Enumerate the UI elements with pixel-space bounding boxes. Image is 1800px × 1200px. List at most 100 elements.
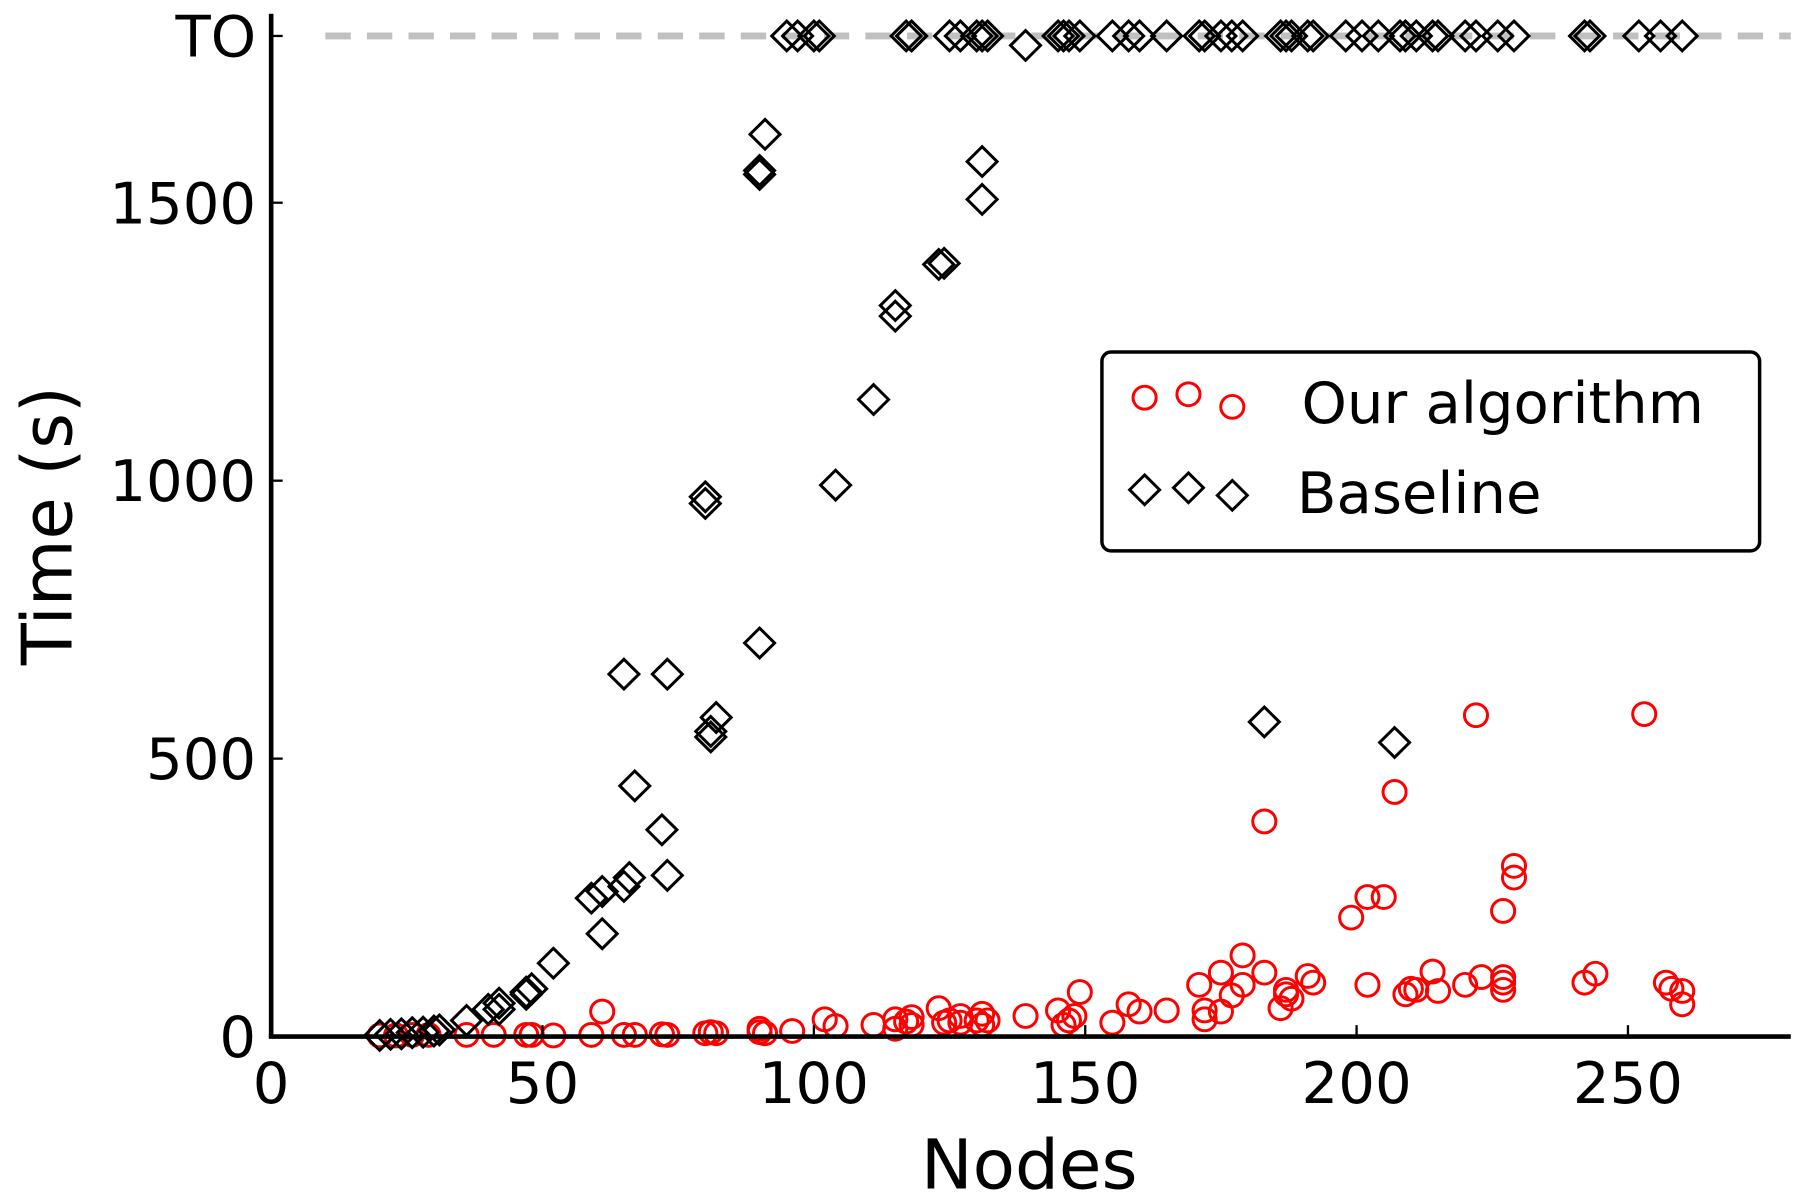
diamond-point [964, 144, 1000, 179]
diamond-point [416, 1014, 452, 1048]
diamond-point [1214, 18, 1249, 53]
circle-point [1153, 997, 1180, 1024]
y-tick-label: 0 [219, 1004, 256, 1071]
diamond-point [606, 869, 642, 904]
circle-point [1061, 1003, 1088, 1029]
legend-diamond-marker [1171, 470, 1206, 505]
legend-label-baseline: Baseline [1297, 460, 1542, 527]
circle-point [1462, 702, 1490, 729]
diamond-point [1415, 18, 1450, 53]
legend: Our algorithm Baseline [1100, 350, 1762, 553]
circle-point [1490, 969, 1517, 996]
x-tick-label: 250 [1573, 1050, 1683, 1117]
diamond-point [699, 700, 734, 735]
x-tick-label: 0 [253, 1050, 290, 1117]
circle-point [1419, 958, 1446, 985]
diamond-point [1122, 18, 1157, 53]
diamond-point [802, 18, 837, 53]
legend-circle-marker [1131, 384, 1158, 411]
circle-point [1652, 969, 1679, 996]
diamond-point [1296, 18, 1331, 53]
circle-point [1229, 942, 1256, 969]
legend-label-our-algorithm: Our algorithm [1302, 370, 1704, 437]
circle-point [1490, 898, 1517, 924]
x-tick-label: 200 [1302, 1050, 1412, 1117]
circle-point [1500, 852, 1528, 879]
circle-point [779, 1018, 806, 1044]
y-tick-label: TO [175, 4, 257, 71]
diamond-point [606, 657, 642, 692]
diamond-point [1095, 18, 1130, 53]
diamond-point [1187, 18, 1222, 53]
diamond-point [747, 117, 783, 152]
circle-point [1012, 1003, 1039, 1029]
y-tick-label: 1500 [109, 171, 256, 238]
diamond-point [932, 18, 967, 53]
y-ticks: 0 500 1000 1500 TO [109, 4, 283, 1071]
diamond-point [1567, 18, 1602, 53]
circle-point [1338, 904, 1365, 931]
diamond-point [509, 977, 544, 1012]
diamond-point [1448, 18, 1483, 53]
diamond-point [769, 18, 804, 53]
circle-point [1582, 960, 1609, 987]
circle-point [703, 1020, 730, 1047]
circle-point [1251, 808, 1278, 835]
series-our-algorithm [366, 701, 1696, 1049]
diamond-point [959, 18, 994, 53]
diamond-point [818, 468, 853, 503]
diamond-point [688, 479, 723, 514]
diamond-point [1572, 18, 1608, 53]
diamond-point [536, 946, 571, 981]
legend-markers [1127, 381, 1250, 513]
circle-point [893, 1008, 920, 1035]
diamond-point [1328, 18, 1363, 53]
diamond-point [1008, 28, 1043, 63]
diamond-point [1496, 18, 1532, 53]
diamond-point [1382, 18, 1418, 53]
diamond-point [1111, 18, 1146, 53]
diamond-point [644, 812, 680, 847]
diamond-point [1480, 18, 1515, 53]
circle-point [1126, 998, 1153, 1025]
circle-point [1191, 997, 1218, 1024]
diamond-point [1420, 18, 1456, 53]
diamond-point [1290, 18, 1325, 53]
legend-circle-marker [1175, 381, 1202, 408]
diamond-point [422, 1012, 457, 1047]
diamond-point [585, 916, 620, 951]
diamond-point [509, 975, 544, 1010]
circle-point [1294, 963, 1321, 989]
diamond-point [514, 971, 549, 1006]
diamond-point [878, 299, 913, 334]
circle-point [1490, 976, 1517, 1003]
diamond-point [471, 992, 506, 1027]
diamond-point [693, 719, 728, 754]
legend-diamond-marker [1127, 472, 1162, 507]
diamond-point [1062, 18, 1097, 53]
circle-point [1251, 959, 1278, 986]
diamond-point [585, 874, 620, 909]
circle-point [974, 1007, 1001, 1034]
diamond-point [405, 1015, 441, 1050]
circle-point [1055, 1007, 1082, 1034]
diamond-point [878, 288, 913, 323]
circle-point [1229, 971, 1256, 998]
y-tick-label: 500 [146, 726, 256, 793]
circle-point [963, 1007, 990, 1034]
diamond-point [1149, 18, 1184, 53]
diamond-point [1051, 18, 1087, 53]
circle-point [1300, 969, 1327, 996]
circle-point [1500, 864, 1528, 891]
circle-point [1631, 701, 1658, 728]
x-tick-label: 50 [506, 1050, 579, 1117]
diamond-point [927, 246, 962, 281]
circle-point [1191, 1006, 1218, 1033]
circle-point [1381, 779, 1408, 805]
circle-point [1452, 971, 1479, 998]
circle-point [1669, 978, 1696, 1004]
diamond-point [650, 657, 685, 692]
y-tick-label: 1000 [109, 448, 256, 515]
circle-point [882, 1006, 909, 1033]
